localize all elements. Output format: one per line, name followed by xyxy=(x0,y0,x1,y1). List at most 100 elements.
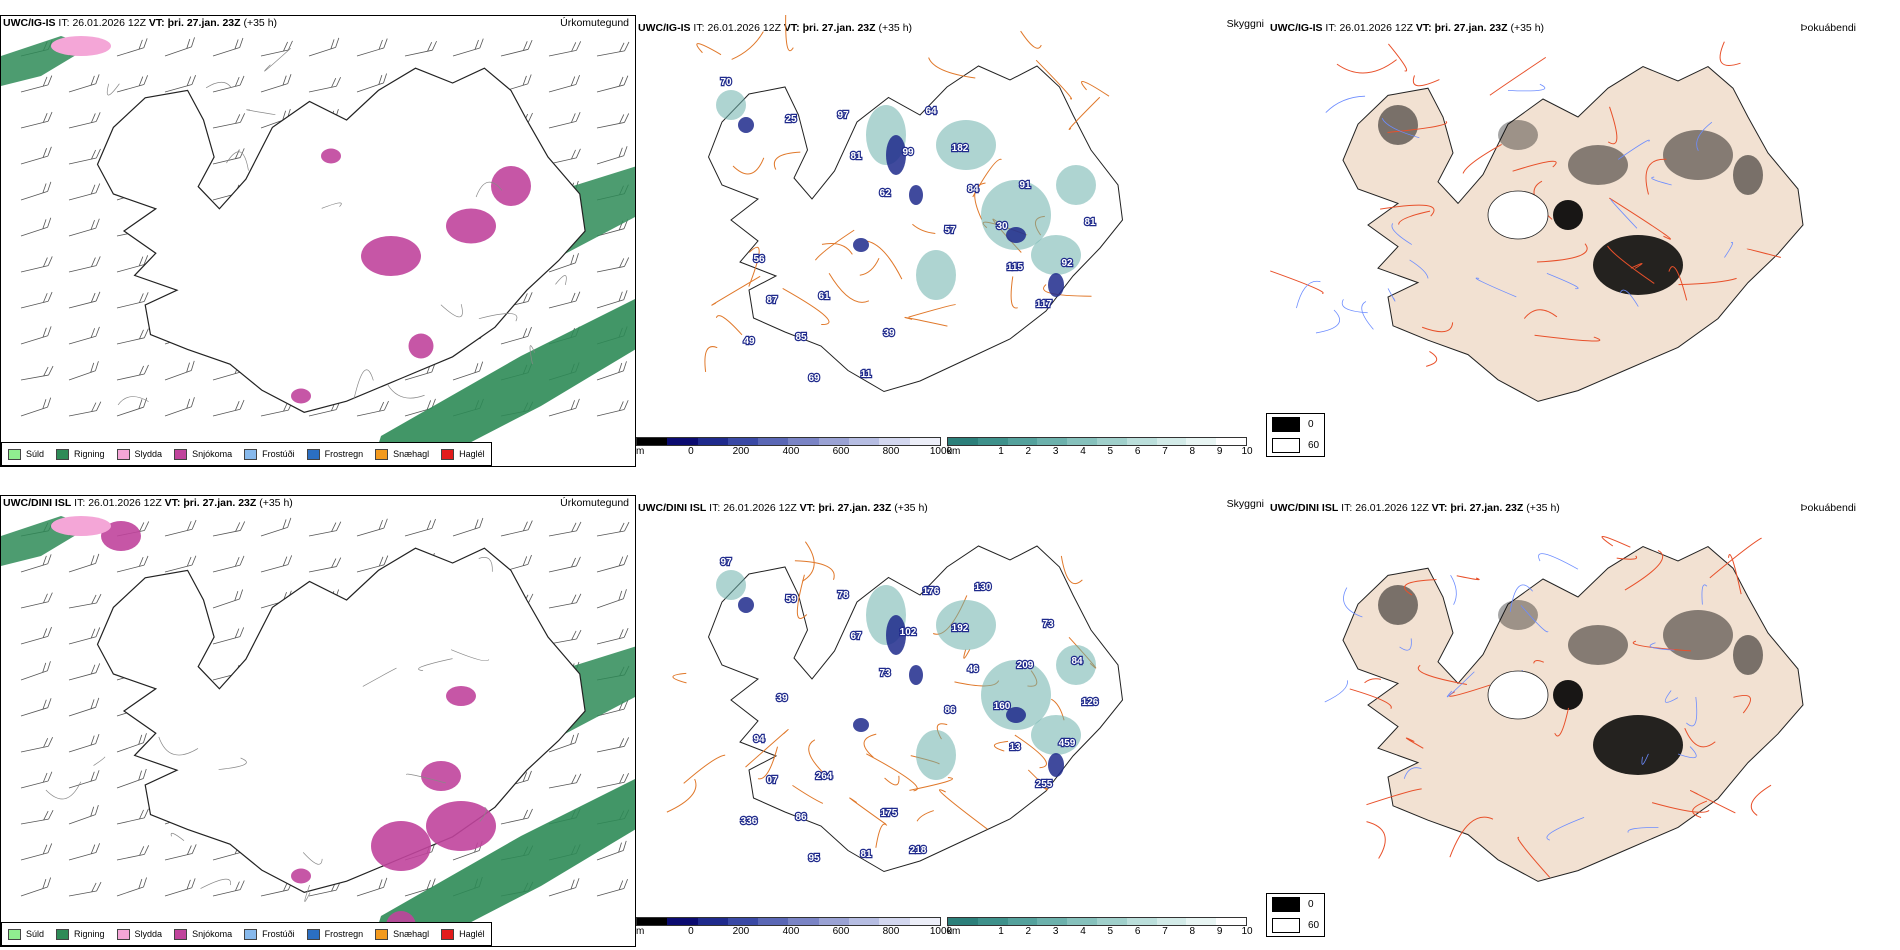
wind-barb xyxy=(596,361,627,381)
visibility-map[interactable]: 7025816257115117496997998430928785116418… xyxy=(636,15,1268,467)
wind-barb xyxy=(500,520,533,537)
precip-map[interactable] xyxy=(1,16,636,467)
legend-item: Frostúði xyxy=(244,928,295,940)
scale-tick-label: 5 xyxy=(1107,446,1114,457)
road xyxy=(1449,816,1494,858)
panel-title: Þokuábendi xyxy=(1800,502,1856,514)
wind-barb xyxy=(68,148,101,165)
wind-barb xyxy=(116,328,149,345)
terrain-height-area xyxy=(853,718,869,732)
valid-time: þri. 27.jan. 23Z xyxy=(1450,502,1524,514)
scale-bar xyxy=(636,437,941,446)
valid-time: þri. 27.jan. 23Z xyxy=(183,497,257,509)
wind-barb xyxy=(20,877,52,897)
road xyxy=(1534,334,1601,342)
precip-map[interactable] xyxy=(1,496,636,947)
wind-barb xyxy=(68,627,101,645)
road xyxy=(1668,266,1688,301)
it-label: IT: xyxy=(709,502,721,514)
road xyxy=(745,729,789,768)
scale-swatch xyxy=(1216,438,1246,445)
model-name: UWC/IG-IS xyxy=(638,22,691,34)
road xyxy=(1388,43,1408,72)
valid-time: þri. 27.jan. 23Z xyxy=(818,502,892,514)
vt-label: VT: xyxy=(799,502,816,514)
snow-area xyxy=(446,686,476,706)
wind-barb xyxy=(164,75,196,93)
model-name: UWC/DINI ISL xyxy=(3,497,72,509)
visibility-map[interactable]: 9759677386132553369578102461604590786811… xyxy=(636,495,1268,947)
fog-map[interactable] xyxy=(1268,15,1900,467)
river xyxy=(1325,95,1366,113)
wind-barb xyxy=(452,517,484,537)
terrain-line xyxy=(218,757,247,770)
snow-area xyxy=(361,236,421,276)
coastline xyxy=(96,67,586,413)
scale-tick-label: 2 xyxy=(1025,446,1032,457)
init-time: 26.01.2026 12Z xyxy=(88,497,162,509)
visibility-value-label: 73 xyxy=(1042,619,1054,630)
scale-tick-label: 3 xyxy=(1052,926,1059,937)
terrain-line xyxy=(302,852,323,865)
terrain-line xyxy=(353,369,374,400)
legend-label: Snjókoma xyxy=(192,449,233,459)
wind-barb xyxy=(356,73,387,93)
legend-label: Slydda xyxy=(134,929,163,939)
terrain-height-area xyxy=(738,597,754,613)
wind-barb xyxy=(212,555,245,573)
legend-swatch xyxy=(56,928,70,940)
road xyxy=(1719,41,1741,66)
legend-item: Frostúði xyxy=(244,448,295,460)
wind-barb xyxy=(308,77,341,93)
height-scale: 0 200 400 600 800 1000 m xyxy=(636,917,952,940)
visibility-value-label: 218 xyxy=(910,845,927,856)
scale-swatch xyxy=(879,438,910,445)
visibility-area xyxy=(916,730,956,780)
wind-barb xyxy=(260,74,292,93)
wind-barb xyxy=(20,554,52,573)
visibility-value-label: 87 xyxy=(766,295,778,306)
river xyxy=(1507,83,1546,92)
road xyxy=(1746,248,1782,258)
fog-map[interactable] xyxy=(1268,495,1900,947)
terrain-height-area xyxy=(738,117,754,133)
road xyxy=(1412,75,1440,87)
scale-swatch xyxy=(1096,438,1127,445)
river xyxy=(1324,680,1348,703)
wind-barb xyxy=(548,398,580,417)
road xyxy=(908,304,956,318)
road xyxy=(928,57,976,79)
km-scale: 1 2 3 4 5 6 7 8 9 10 km xyxy=(947,917,1253,940)
visibility-value-label: 99 xyxy=(902,147,914,158)
road xyxy=(1678,277,1737,286)
wind-barb xyxy=(212,148,245,165)
wind-barb xyxy=(68,361,99,381)
wind-barb xyxy=(68,697,100,717)
road xyxy=(802,541,815,582)
model-name: UWC/IG-IS xyxy=(3,17,56,29)
road xyxy=(1421,322,1454,333)
legend-swatch xyxy=(441,928,455,940)
terrain-height-area xyxy=(853,238,869,252)
terrain-line xyxy=(117,396,149,406)
scale-unit: km xyxy=(947,926,961,937)
wind-barb xyxy=(500,326,532,345)
wind-barb xyxy=(68,553,100,573)
visibility-area xyxy=(1031,715,1081,755)
scale-swatch xyxy=(637,918,668,925)
vt-label: VT: xyxy=(164,497,181,509)
wind-barb xyxy=(548,556,581,573)
road xyxy=(1651,802,1710,813)
wind-barb xyxy=(68,291,101,309)
snow-area xyxy=(491,166,531,206)
wind-barb xyxy=(596,840,627,861)
legend-item: Rigning xyxy=(56,928,105,940)
legend-swatch xyxy=(8,448,21,460)
panel-header: UWC/DINI ISL IT: 26.01.2026 12Z VT: þri.… xyxy=(1270,499,1896,517)
scale-tick-label: 6 xyxy=(1134,446,1141,457)
visibility-panel-row1: UWC/IG-IS IT: 26.01.2026 12Z VT: þri. 27… xyxy=(636,15,1268,467)
road xyxy=(1366,821,1386,859)
visibility-value-label: 70 xyxy=(720,77,732,88)
scale-swatch xyxy=(667,918,698,925)
road xyxy=(1533,660,1544,664)
